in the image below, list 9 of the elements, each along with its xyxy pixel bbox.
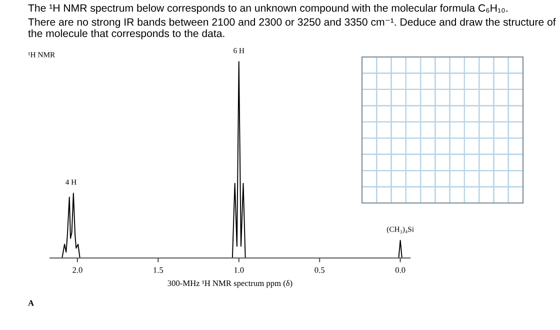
text: A bbox=[28, 300, 34, 306]
x-tick-label: 0.0 bbox=[395, 267, 406, 273]
x-tick-label: 1.0 bbox=[234, 267, 244, 273]
chart-title: The ¹H NMR spectrum below corresponds to an unknown compound with the molecular formula C₆H₁₀. bbox=[28, 4, 508, 14]
x-axis-title: 300-MHz ¹H NMR spectrum ppm (δ) bbox=[168, 280, 292, 288]
chart-subtitle: There are no strong IR bands between 2100 and 2300 or 3250 and 3350 cm⁻¹. Deduce and draw the structure of the molecule that corresponds to the data. bbox=[28, 18, 556, 40]
x-tick-label: 1.5 bbox=[154, 267, 164, 273]
x-tick-label: 2.0 bbox=[72, 267, 82, 273]
x-tick-label: 0.5 bbox=[314, 267, 324, 273]
